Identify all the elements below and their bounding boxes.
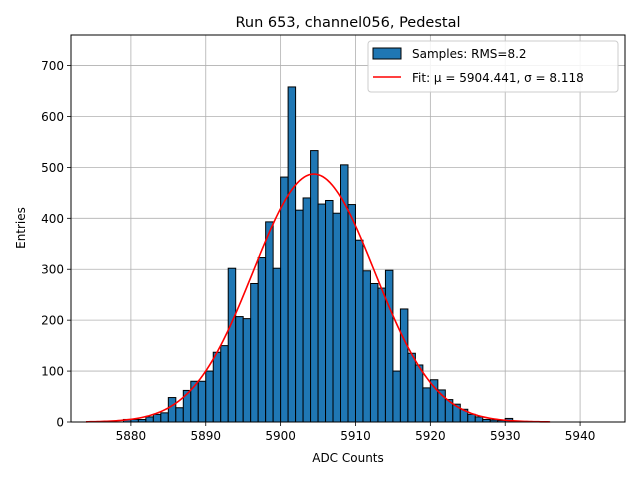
histogram-bar — [317, 203, 327, 423]
histogram-bar — [392, 370, 401, 423]
y-tick-label: 700 — [41, 59, 64, 73]
histogram-bar — [272, 267, 282, 423]
histogram-bar — [467, 413, 476, 423]
x-axis-ticks: 5880 5890 5900 5910 5920 5930 5940 — [116, 422, 596, 443]
y-tick-label: 300 — [41, 263, 64, 277]
chart-title: Run 653, channel056, Pedestal — [235, 15, 460, 31]
histogram-bar — [347, 204, 356, 423]
histogram-bar — [369, 282, 379, 423]
y-tick-label: 0 — [56, 416, 64, 430]
y-tick-label: 500 — [41, 161, 64, 175]
histogram-bar — [422, 387, 431, 423]
plot-frame — [70, 34, 626, 423]
legend-label-fit: Fit: μ = 5904.441, σ = 8.118 — [412, 71, 584, 85]
y-axis-label: Entries — [14, 207, 28, 249]
histogram-bar — [235, 316, 244, 423]
histogram-bar — [182, 389, 192, 423]
histogram-bar — [280, 176, 289, 423]
x-tick-label: 5880 — [116, 429, 147, 443]
fit-curve — [85, 173, 551, 423]
histogram-bar — [190, 380, 199, 423]
histogram-bar — [205, 370, 214, 423]
x-tick-label: 5940 — [565, 429, 596, 443]
histogram-bar — [212, 351, 222, 423]
histogram-bar — [362, 270, 371, 423]
x-tick-label: 5920 — [415, 429, 446, 443]
histogram-bar — [474, 416, 484, 423]
histogram-bar — [197, 380, 207, 423]
x-tick-label: 5900 — [265, 429, 296, 443]
histogram-bar — [242, 318, 252, 423]
legend-box — [367, 40, 619, 93]
y-tick-label: 400 — [41, 212, 64, 226]
y-tick-label: 200 — [41, 314, 64, 328]
histogram-bar — [414, 364, 424, 423]
histogram-bar — [399, 308, 409, 423]
histogram-bar — [377, 287, 386, 423]
histogram-bar — [325, 199, 334, 423]
histogram-bar — [167, 397, 177, 423]
x-tick-label: 5910 — [340, 429, 371, 443]
histogram-bar — [227, 267, 237, 423]
histogram-bar — [295, 209, 304, 423]
histogram-bar — [220, 345, 229, 423]
y-tick-label: 600 — [41, 110, 64, 124]
histogram-bar — [250, 282, 259, 423]
x-tick-label: 5890 — [190, 429, 221, 443]
histogram-bar — [152, 413, 162, 423]
y-tick-label: 100 — [41, 365, 64, 379]
histogram-bar — [265, 221, 274, 423]
histogram-bar — [175, 407, 184, 423]
histogram-bar — [354, 239, 364, 423]
x-axis-label: ADC Counts — [312, 451, 384, 465]
histogram-bar — [302, 197, 312, 423]
y-axis-ticks: 0 100 200 300 400 500 600 700 — [41, 59, 71, 430]
histogram-bar — [145, 416, 154, 423]
histogram-bar — [332, 212, 342, 423]
histogram-bar — [384, 269, 394, 423]
histogram-bar — [287, 86, 297, 423]
legend: Samples: RMS=8.2 Fit: μ = 5904.441, σ = … — [367, 40, 619, 93]
histogram-bar — [257, 257, 267, 423]
histogram-bar — [407, 352, 416, 423]
histogram-bar — [310, 150, 319, 423]
legend-swatch-histogram — [372, 47, 402, 60]
histogram-bar — [160, 412, 169, 423]
legend-label-histogram: Samples: RMS=8.2 — [412, 47, 527, 61]
x-tick-label: 5930 — [490, 429, 521, 443]
